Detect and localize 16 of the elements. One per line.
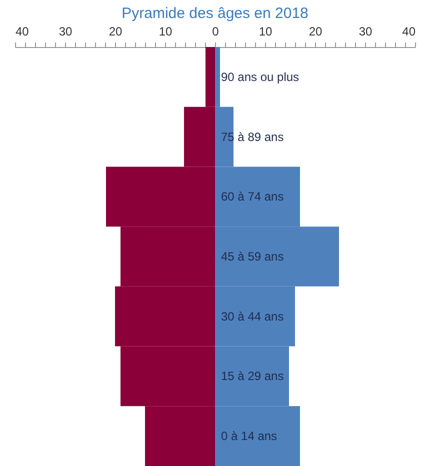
x-tick-label: 20 bbox=[108, 24, 122, 38]
x-tick-label: 40 bbox=[402, 24, 416, 38]
x-tick-label: 10 bbox=[258, 24, 272, 38]
y-tick-label: 15 à 29 ans bbox=[221, 369, 284, 384]
y-tick-label: 60 à 74 ans bbox=[221, 190, 284, 204]
y-tick-label: 45 à 59 ans bbox=[221, 250, 284, 264]
x-tick-label: 10 bbox=[158, 24, 172, 38]
x-tick-label: 30 bbox=[358, 24, 372, 38]
y-tick-label: 30 à 44 ans bbox=[221, 309, 284, 324]
chart-title: Pyramide des âges en 2018 bbox=[122, 5, 308, 22]
x-tick-label: 20 bbox=[308, 24, 322, 38]
x-tick-label: 30 bbox=[58, 24, 72, 38]
x-tick-label: 40 bbox=[16, 24, 30, 38]
x-tick-label: 0 bbox=[212, 24, 220, 38]
y-tick-label: 0 à 14 ans bbox=[221, 429, 278, 444]
y-tick-label: 90 ans ou plus bbox=[221, 70, 300, 84]
